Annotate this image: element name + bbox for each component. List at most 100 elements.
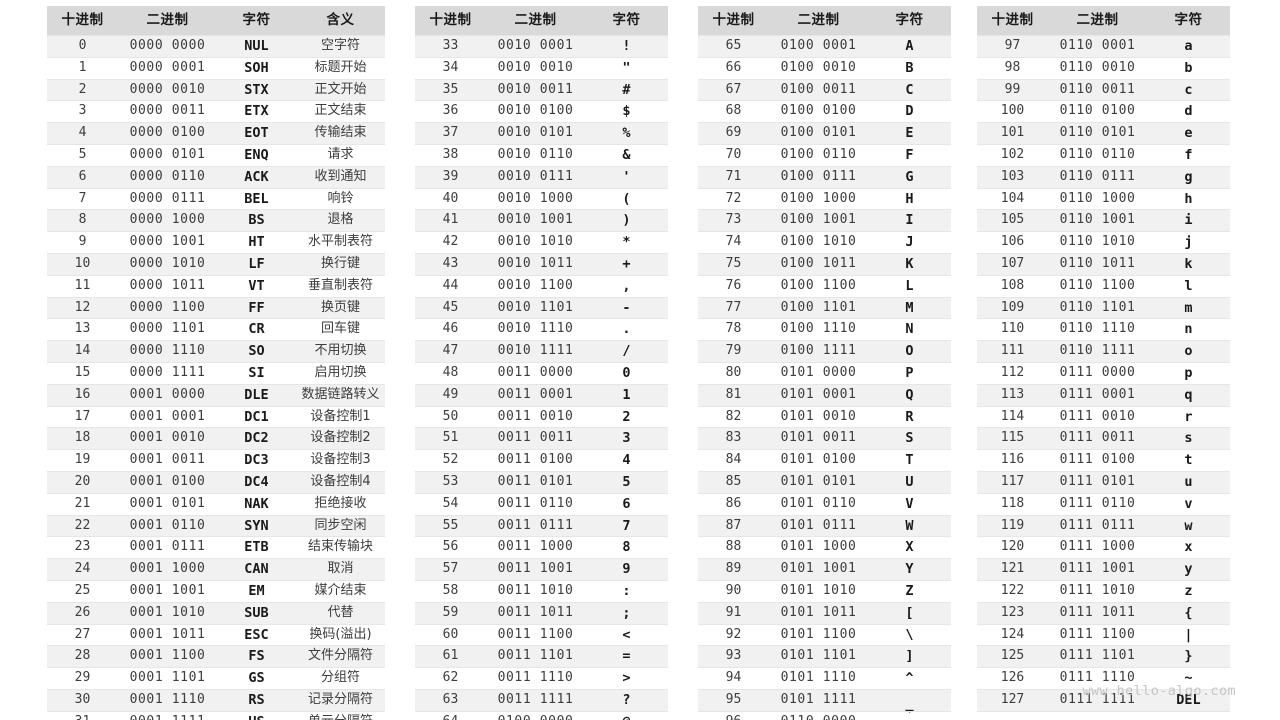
cell-character: Q	[868, 383, 951, 407]
cell-character: SYN	[217, 514, 296, 538]
table-row: 93 0101 1101]	[698, 645, 951, 669]
cell-decimal: 79	[698, 340, 769, 363]
cell-meaning: 文件分隔符	[296, 645, 385, 669]
cell-character: 7	[585, 514, 668, 538]
cell-character: I	[868, 209, 951, 233]
cell-binary: 0000 1110	[118, 340, 217, 363]
column-header-decimal: 十进制	[977, 6, 1048, 36]
cell-binary: 0011 1111	[486, 688, 585, 712]
cell-decimal: 15	[47, 361, 118, 385]
cell-decimal: 78	[698, 318, 769, 342]
cell-binary: 0000 0000	[118, 35, 217, 58]
cell-binary: 0011 1110	[486, 667, 585, 690]
cell-character: H	[868, 187, 951, 211]
cell-decimal: 91	[698, 601, 769, 625]
cell-binary: 0000 0101	[118, 143, 217, 167]
cell-decimal: 44	[415, 274, 486, 298]
cell-binary: 0110 0010	[1048, 56, 1147, 80]
column-header-binary: 二进制	[1048, 6, 1147, 36]
table-row: 61 0011 1101 =	[415, 645, 668, 669]
cell-decimal: 99	[977, 78, 1048, 102]
table-row: 82 0101 0010 R	[698, 405, 951, 429]
table-row: 15 0000 1111 SI 启用切换	[47, 361, 385, 385]
cell-decimal: 6	[47, 165, 118, 189]
cell-binary: 0101 1010	[769, 579, 868, 603]
cell-binary: 0110 0100	[1048, 100, 1147, 124]
table-row: 116 0111 0100 t	[977, 449, 1230, 472]
cell-character: `	[868, 710, 951, 720]
header-row: 十进制 二进制 字符 含义	[47, 6, 385, 36]
cell-meaning: 空字符	[296, 35, 385, 58]
cell-decimal: 27	[47, 623, 118, 647]
cell-binary: 0110 0000	[769, 710, 868, 720]
cell-character: HT	[217, 231, 296, 254]
table-row: 66 0100 0010 B	[698, 56, 951, 80]
table-row: 49 0011 0001 1	[415, 383, 668, 407]
cell-binary: 0100 0100	[769, 100, 868, 124]
cell-binary: 0010 1001	[486, 209, 585, 233]
cell-decimal: 63	[415, 688, 486, 712]
cell-character: 0	[585, 361, 668, 385]
cell-character: EM	[217, 579, 296, 603]
cell-decimal: 31	[47, 710, 118, 720]
column-header-character: 字符	[1147, 6, 1230, 36]
cell-character: DLE	[217, 383, 296, 407]
cell-meaning: 记录分隔符	[296, 688, 385, 712]
cell-character: @	[585, 710, 668, 720]
table-row: 310001 1111US单元分隔符	[47, 710, 385, 720]
cell-character: DC4	[217, 470, 296, 494]
table-row: 113 0111 0001 q	[977, 383, 1230, 407]
table-row: 74 0100 1010 J	[698, 231, 951, 254]
cell-binary: 0110 1011	[1048, 252, 1147, 276]
table-row: 41 0010 1001)	[415, 209, 668, 233]
cell-decimal: 17	[47, 405, 118, 429]
cell-character: RS	[217, 688, 296, 712]
cell-binary: 0100 0011	[769, 78, 868, 102]
cell-binary: 0001 1010	[118, 601, 217, 625]
cell-decimal: 19	[47, 449, 118, 472]
cell-character: u	[1147, 470, 1230, 494]
cell-binary: 0001 0101	[118, 492, 217, 516]
cell-binary: 0001 0100	[118, 470, 217, 494]
cell-binary: 0100 0101	[769, 122, 868, 145]
table-row: 5 0000 0101 ENQ 请求	[47, 143, 385, 167]
cell-decimal: 85	[698, 470, 769, 494]
cell-meaning: 设备控制3	[296, 449, 385, 472]
cell-character: n	[1147, 318, 1230, 342]
cell-character: &	[585, 143, 668, 167]
table-row: 115 0111 0011 s	[977, 427, 1230, 451]
cell-binary: 0111 0110	[1048, 492, 1147, 516]
cell-binary: 0101 1101	[769, 645, 868, 669]
cell-binary: 0110 0011	[1048, 78, 1147, 102]
cell-character: {	[1147, 601, 1230, 625]
cell-character: N	[868, 318, 951, 342]
cell-character: 8	[585, 536, 668, 560]
cell-character: W	[868, 514, 951, 538]
cell-meaning: 结束传输块	[296, 536, 385, 560]
cell-character: VT	[217, 274, 296, 298]
table-row: 51 0011 0011 3	[415, 427, 668, 451]
cell-binary: 0100 1110	[769, 318, 868, 342]
cell-character: d	[1147, 100, 1230, 124]
cell-character: ETX	[217, 100, 296, 124]
table-row: 106 0110 1010 j	[977, 231, 1230, 254]
cell-decimal: 114	[977, 405, 1048, 429]
cell-binary: 0010 1000	[486, 187, 585, 211]
cell-decimal: 112	[977, 361, 1048, 385]
cell-decimal: 71	[698, 165, 769, 189]
cell-binary: 0010 0111	[486, 165, 585, 189]
cell-character: S	[868, 427, 951, 451]
cell-decimal: 73	[698, 209, 769, 233]
table-row: 38 0010 0110 &	[415, 143, 668, 167]
cell-character: US	[217, 710, 296, 720]
cell-character: V	[868, 492, 951, 516]
table-row: 70 0100 0110 F	[698, 143, 951, 167]
cell-decimal: 97	[977, 35, 1048, 58]
table-row: 110 0110 1110 n	[977, 318, 1230, 342]
cell-decimal: 100	[977, 100, 1048, 124]
cell-binary: 0011 0101	[486, 470, 585, 494]
cell-character: SUB	[217, 601, 296, 625]
cell-character: "	[585, 56, 668, 80]
table-row: 58 0011 1010:	[415, 579, 668, 603]
cell-character: DEL	[1147, 688, 1230, 712]
